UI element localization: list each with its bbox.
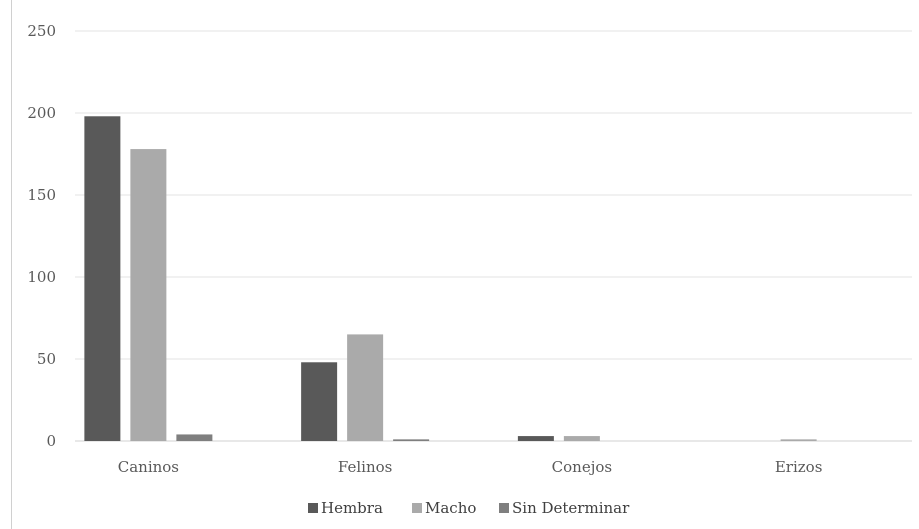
- x-tick-label: Felinos: [338, 458, 392, 476]
- legend-swatch-hembra: [308, 503, 318, 513]
- bar-macho-erizos: [780, 439, 817, 441]
- bar-hembra-caninos: [84, 116, 121, 441]
- bar-sin-determinar-caninos: [176, 434, 213, 441]
- bar-hembra-felinos: [301, 362, 338, 441]
- legend-swatch-sin-determinar: [499, 503, 509, 513]
- bar-macho-caninos: [130, 149, 167, 441]
- bar-sin-determinar-felinos: [393, 439, 430, 441]
- x-tick-label: Conejos: [552, 458, 612, 476]
- bar-macho-conejos: [563, 436, 600, 441]
- y-tick-label: 250: [27, 22, 56, 40]
- y-tick-label: 150: [27, 186, 56, 204]
- x-tick-label: Caninos: [118, 458, 179, 476]
- y-tick-label: 0: [46, 432, 56, 450]
- bar-hembra-conejos: [517, 436, 554, 441]
- left-border-line: [11, 0, 12, 529]
- legend-label: Macho: [425, 499, 476, 517]
- y-axis: 0 50 100 150 200 250: [27, 22, 56, 450]
- bar-macho-felinos: [347, 334, 384, 441]
- legend-label: Sin Determinar: [512, 499, 630, 517]
- x-axis: Caninos Felinos Conejos Erizos: [118, 458, 823, 476]
- y-tick-label: 100: [27, 268, 56, 286]
- y-tick-label: 200: [27, 104, 56, 122]
- y-tick-label: 50: [37, 350, 56, 368]
- legend: Hembra Macho Sin Determinar: [308, 499, 630, 517]
- legend-label: Hembra: [321, 499, 383, 517]
- gridlines: [75, 30, 912, 442]
- x-tick-label: Erizos: [775, 458, 823, 476]
- bars: [84, 116, 817, 441]
- legend-swatch-macho: [412, 503, 422, 513]
